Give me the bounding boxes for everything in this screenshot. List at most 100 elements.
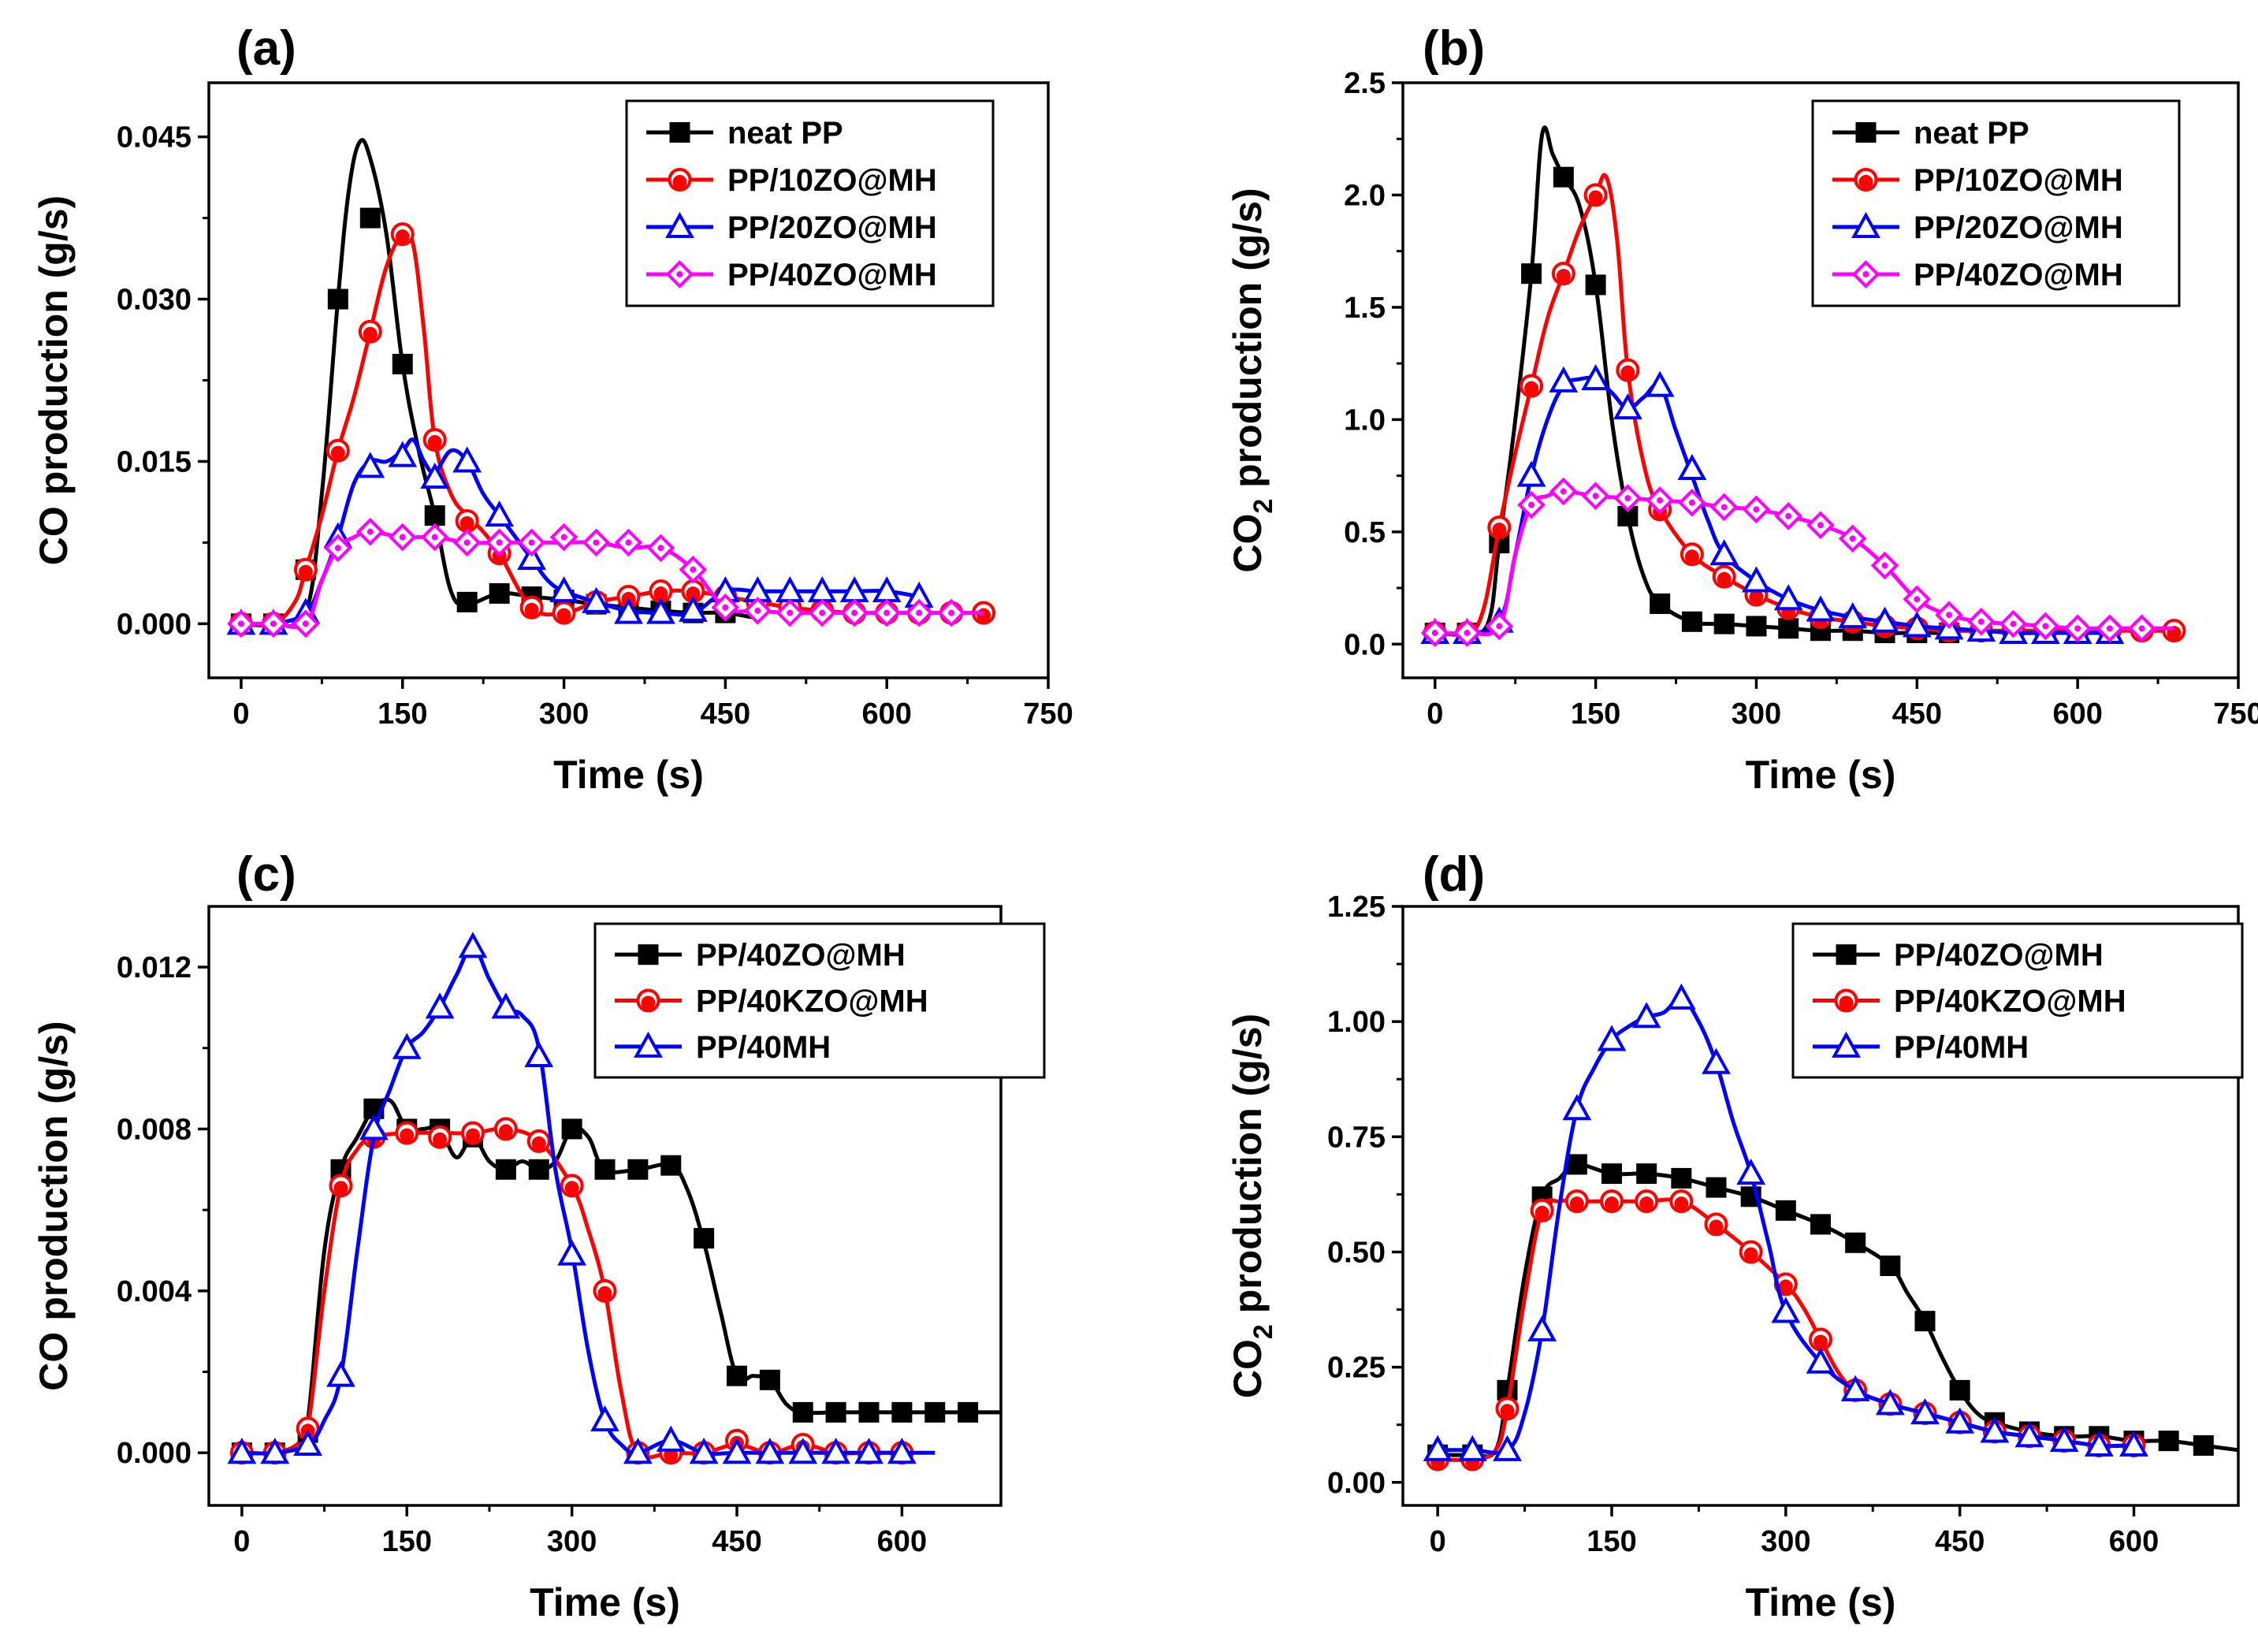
data-point-fill bbox=[686, 586, 701, 601]
y-axis-title-main: CO bbox=[1226, 514, 1270, 573]
y-tick-label: 0.000 bbox=[117, 608, 192, 641]
x-axis-title: Time (s) bbox=[553, 753, 704, 797]
data-point-dot bbox=[302, 620, 309, 627]
legend-marker bbox=[665, 211, 694, 238]
data-point bbox=[788, 1438, 818, 1464]
data-point-fill bbox=[298, 564, 313, 579]
legend-label: PP/40MH bbox=[696, 1030, 831, 1065]
data-point bbox=[1775, 1200, 1796, 1221]
data-point-fill bbox=[1743, 1247, 1758, 1262]
data-point bbox=[458, 932, 488, 958]
y-axis-title: CO production (g/s) bbox=[32, 1021, 76, 1390]
data-point-fill bbox=[1534, 1205, 1549, 1220]
data-point bbox=[517, 543, 547, 570]
x-tick-label: 600 bbox=[861, 698, 911, 731]
legend: PP/40ZO@MH PP/40KZO@MH PP/40MH bbox=[593, 922, 1046, 1079]
data-point bbox=[2084, 1430, 2114, 1457]
x-tick-label: 0 bbox=[232, 698, 249, 731]
y-tick-label: 0.0 bbox=[1344, 628, 1386, 661]
series-PP/40ZO@MH bbox=[231, 1097, 1001, 1464]
data-point-fill bbox=[1639, 1196, 1654, 1211]
data-point bbox=[485, 500, 515, 527]
legend-marker-fill bbox=[672, 175, 687, 189]
data-point-fill bbox=[597, 1286, 612, 1300]
data-point-dot bbox=[754, 607, 761, 614]
data-point bbox=[293, 1429, 323, 1456]
y-tick-label: 1.5 bbox=[1344, 292, 1386, 325]
y-tick-label: 0.25 bbox=[1327, 1352, 1386, 1385]
data-point-fill bbox=[330, 445, 345, 460]
data-point-fill bbox=[564, 1181, 579, 1196]
y-axis-title-main: CO bbox=[1226, 1339, 1270, 1398]
data-point-dot bbox=[1528, 501, 1535, 508]
data-point bbox=[227, 1438, 257, 1464]
data-point-dot bbox=[851, 609, 858, 616]
data-point-dot bbox=[1753, 506, 1760, 513]
data-point bbox=[887, 1438, 917, 1464]
x-tick-label: 0 bbox=[1430, 1525, 1446, 1558]
data-point-dot bbox=[1496, 623, 1503, 630]
data-point-dot bbox=[463, 539, 471, 546]
y-axis-title: CO production (g/s) bbox=[32, 195, 76, 565]
x-tick-label: 750 bbox=[1023, 698, 1073, 731]
data-point-dot bbox=[2042, 623, 2049, 630]
data-point-dot bbox=[399, 534, 406, 541]
data-point-dot bbox=[657, 545, 664, 552]
legend-marker-fill bbox=[1858, 175, 1873, 189]
data-point-dot bbox=[1977, 618, 1985, 625]
data-point-dot bbox=[916, 609, 923, 616]
series-PP/40ZO@MH bbox=[1420, 477, 2174, 647]
data-point-fill bbox=[531, 1136, 546, 1151]
legend-label: PP/40KZO@MH bbox=[696, 984, 928, 1019]
plot-frame bbox=[1401, 81, 2240, 679]
data-point bbox=[1631, 1002, 1661, 1029]
data-point-dot bbox=[1785, 512, 1792, 519]
data-point-dot bbox=[722, 604, 729, 611]
legend-label: neat PP bbox=[727, 116, 843, 151]
data-point bbox=[1581, 363, 1611, 391]
data-point-dot bbox=[948, 609, 955, 616]
data-point bbox=[1702, 1047, 1731, 1074]
legend-label: PP/10ZO@MH bbox=[1914, 163, 2123, 198]
data-point bbox=[660, 1155, 682, 1176]
y-tick-label: 0.030 bbox=[117, 284, 192, 317]
y-tick-label: 0.75 bbox=[1327, 1121, 1386, 1154]
data-point-dot bbox=[560, 534, 567, 541]
data-point bbox=[1980, 1416, 2010, 1443]
data-point bbox=[689, 1438, 719, 1464]
data-point bbox=[1771, 1297, 1801, 1323]
data-point bbox=[821, 1438, 851, 1464]
x-tick-label: 600 bbox=[2052, 698, 2102, 731]
data-point-dot bbox=[1946, 612, 1953, 619]
legend-label: PP/40ZO@MH bbox=[1894, 938, 2104, 973]
data-point bbox=[614, 597, 643, 624]
data-point-fill bbox=[333, 1181, 348, 1196]
data-point-fill bbox=[1674, 1196, 1689, 1211]
data-point-dot bbox=[1914, 596, 1921, 603]
data-point-dot bbox=[819, 609, 826, 616]
data-point bbox=[1677, 453, 1707, 481]
legend-marker bbox=[1836, 944, 1857, 966]
y-axis-title-tail: production (g/s) bbox=[1226, 1014, 1270, 1324]
y-axis-title-tail: production (g/s) bbox=[1226, 188, 1270, 498]
data-point bbox=[1527, 1315, 1557, 1341]
y-tick-label: 0.004 bbox=[117, 1275, 192, 1308]
data-point bbox=[388, 441, 418, 467]
data-point bbox=[694, 1228, 715, 1249]
data-point bbox=[1613, 393, 1642, 420]
x-tick-label: 0 bbox=[233, 1525, 250, 1558]
legend: neat PP PP/10ZO@MH PP/20ZO@MH PP/40ZO@MH bbox=[1811, 99, 2181, 307]
legend-label: PP/20ZO@MH bbox=[727, 210, 937, 245]
data-point bbox=[594, 1159, 616, 1180]
data-point bbox=[1880, 1256, 1901, 1276]
y-axis-title-main: CO production (g/s) bbox=[32, 195, 76, 565]
data-point-dot bbox=[1464, 630, 1471, 637]
y-tick-label: 2.0 bbox=[1344, 179, 1386, 212]
data-point-fill bbox=[427, 435, 442, 449]
data-point bbox=[1601, 1163, 1622, 1185]
data-point bbox=[1736, 1158, 1766, 1185]
y-tick-label: 0.000 bbox=[117, 1437, 192, 1470]
panel-label: (c) bbox=[236, 847, 296, 902]
y-tick-label: 1.0 bbox=[1344, 404, 1386, 437]
legend-marker bbox=[1832, 1031, 1861, 1058]
